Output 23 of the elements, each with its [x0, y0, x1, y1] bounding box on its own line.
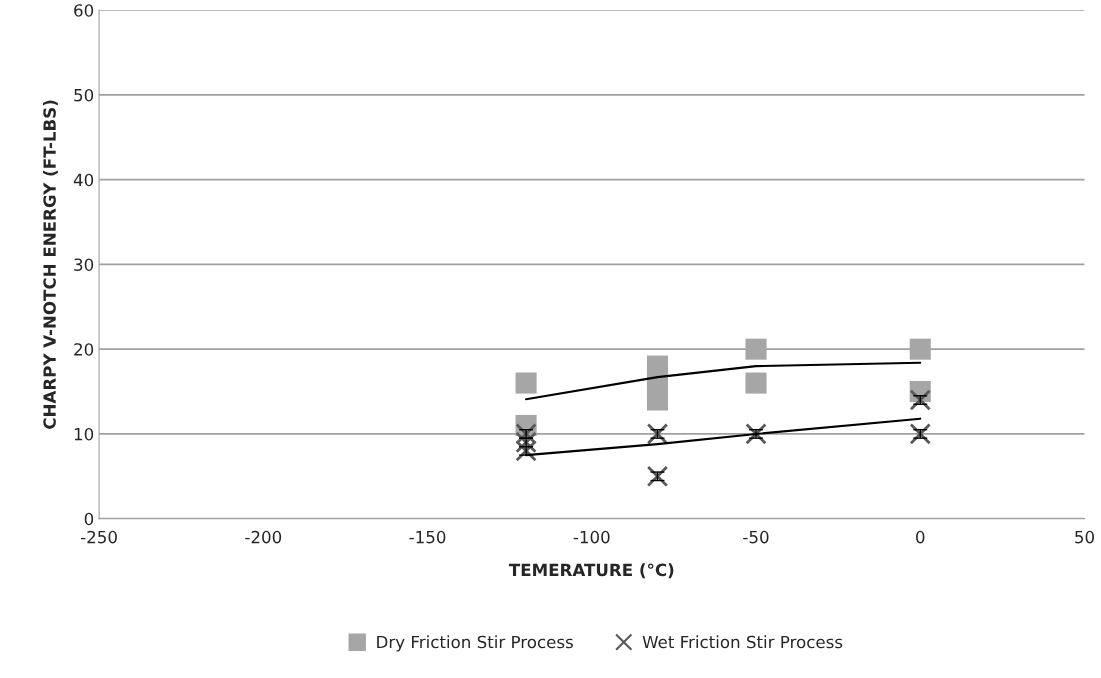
legend-label: Wet Friction Stir Process	[642, 635, 843, 649]
point	[515, 372, 537, 394]
x-tick-label: -200	[245, 530, 282, 544]
x-tick-label: 0	[916, 530, 925, 544]
x-tick-label: -100	[573, 530, 610, 544]
y-tick-label: 0	[84, 512, 94, 526]
y-tick-label: 60	[74, 4, 94, 17]
x-tick-label: -50	[743, 530, 769, 544]
y-tick-label: 50	[74, 88, 94, 102]
y-tick-label: 30	[74, 258, 94, 271]
x-tick-label: 50	[1075, 530, 1094, 544]
y-tick-label: 20	[74, 343, 94, 356]
line-series	[525, 361, 922, 401]
point	[909, 338, 931, 360]
x-tick-label: -150	[409, 530, 446, 544]
legend-label: Dry Friction Stir Process	[377, 635, 573, 652]
point	[745, 338, 767, 360]
y-axis-title: CHARPY V-NOTCH ENERGY (FT-LBS)	[43, 100, 58, 429]
x-axis-title: TEMERATURE (°C)	[508, 563, 674, 579]
y-tick-label: 10	[74, 427, 94, 441]
point	[745, 372, 767, 394]
y-tick-label: 40	[73, 173, 94, 187]
x-tick-label: -250	[80, 530, 117, 544]
